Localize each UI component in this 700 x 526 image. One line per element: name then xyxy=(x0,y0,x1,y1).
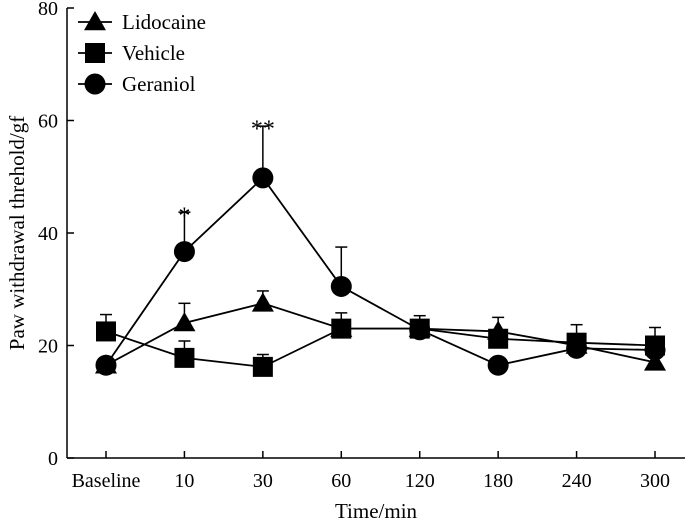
legend: Lidocaine Vehicle Geraniol xyxy=(78,10,206,96)
y-tick-label: 20 xyxy=(38,336,58,358)
y-ticks: 0 20 40 60 80 xyxy=(38,0,74,470)
data-point xyxy=(173,312,196,332)
data-point xyxy=(174,347,195,368)
data-point xyxy=(252,356,273,377)
data-point xyxy=(251,292,274,312)
x-tick-label: 240 xyxy=(562,470,592,492)
data-point xyxy=(96,321,116,342)
y-tick-label: 40 xyxy=(38,223,58,245)
legend-label: Lidocaine xyxy=(122,10,206,34)
y-tick-label: 0 xyxy=(48,448,58,470)
data-point xyxy=(330,275,352,297)
y-tick-label: 60 xyxy=(38,111,58,133)
data-point xyxy=(566,337,588,359)
data-point xyxy=(409,319,431,341)
x-axis-label: Time/min xyxy=(335,499,418,523)
data-point xyxy=(95,354,117,376)
legend-item: Lidocaine xyxy=(78,10,206,34)
legend-label: Geraniol xyxy=(122,72,196,96)
data-point xyxy=(252,167,274,189)
series-line xyxy=(105,327,656,368)
x-tick-label: 30 xyxy=(253,470,273,492)
data-point xyxy=(644,339,666,361)
data-point xyxy=(488,328,509,349)
x-ticks: Baseline 10 30 60 120 180 240 300 xyxy=(72,451,670,492)
legend-marker xyxy=(84,11,106,31)
data-point xyxy=(173,241,195,263)
legend-marker xyxy=(84,73,106,95)
significance-marker: * xyxy=(178,204,190,230)
x-tick-label: 120 xyxy=(405,470,435,492)
series-line xyxy=(105,176,656,367)
x-tick-label: 300 xyxy=(640,470,670,492)
legend-marker xyxy=(85,43,105,63)
x-tick-label: 60 xyxy=(331,470,351,492)
series-layer xyxy=(95,125,667,377)
x-tick-label: 10 xyxy=(174,470,194,492)
significance-marker: ** xyxy=(251,117,275,143)
x-tick-label: Baseline xyxy=(72,470,141,492)
data-point xyxy=(644,351,667,371)
x-tick-label: 180 xyxy=(483,470,513,492)
y-tick-label: 80 xyxy=(38,0,58,20)
annotation-layer: *** xyxy=(178,117,274,230)
data-point xyxy=(487,354,509,376)
y-axis-label: Paw withdrawal threhold/gf xyxy=(5,116,29,350)
data-point xyxy=(331,318,352,339)
legend-label: Vehicle xyxy=(122,41,185,65)
series-geraniol xyxy=(95,125,666,376)
legend-item: Geraniol xyxy=(78,72,196,96)
legend-item: Vehicle xyxy=(78,41,185,65)
